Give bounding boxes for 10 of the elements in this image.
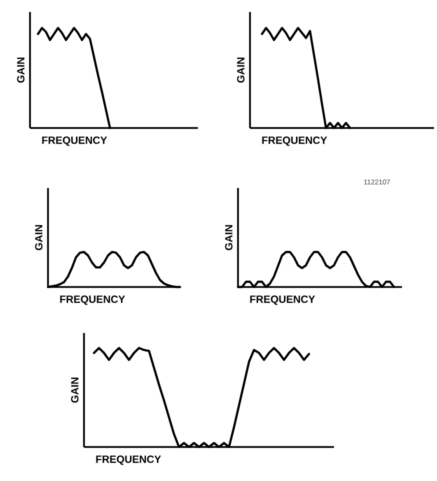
x-axis-title: FREQUENCY bbox=[42, 136, 108, 146]
x-axis-title: FREQUENCY bbox=[60, 296, 126, 305]
y-axis-title: GAIN bbox=[237, 58, 244, 83]
x-axis-title: FREQUENCY bbox=[262, 136, 328, 146]
y-axis-title: GAIN bbox=[71, 378, 78, 403]
y-axis-title: GAIN bbox=[17, 58, 24, 83]
y-axis-title: GAIN bbox=[225, 225, 232, 250]
y-axis-title: GAIN bbox=[35, 225, 42, 250]
x-axis-title: FREQUENCY bbox=[96, 456, 162, 465]
x-axis-title: FREQUENCY bbox=[250, 296, 316, 305]
